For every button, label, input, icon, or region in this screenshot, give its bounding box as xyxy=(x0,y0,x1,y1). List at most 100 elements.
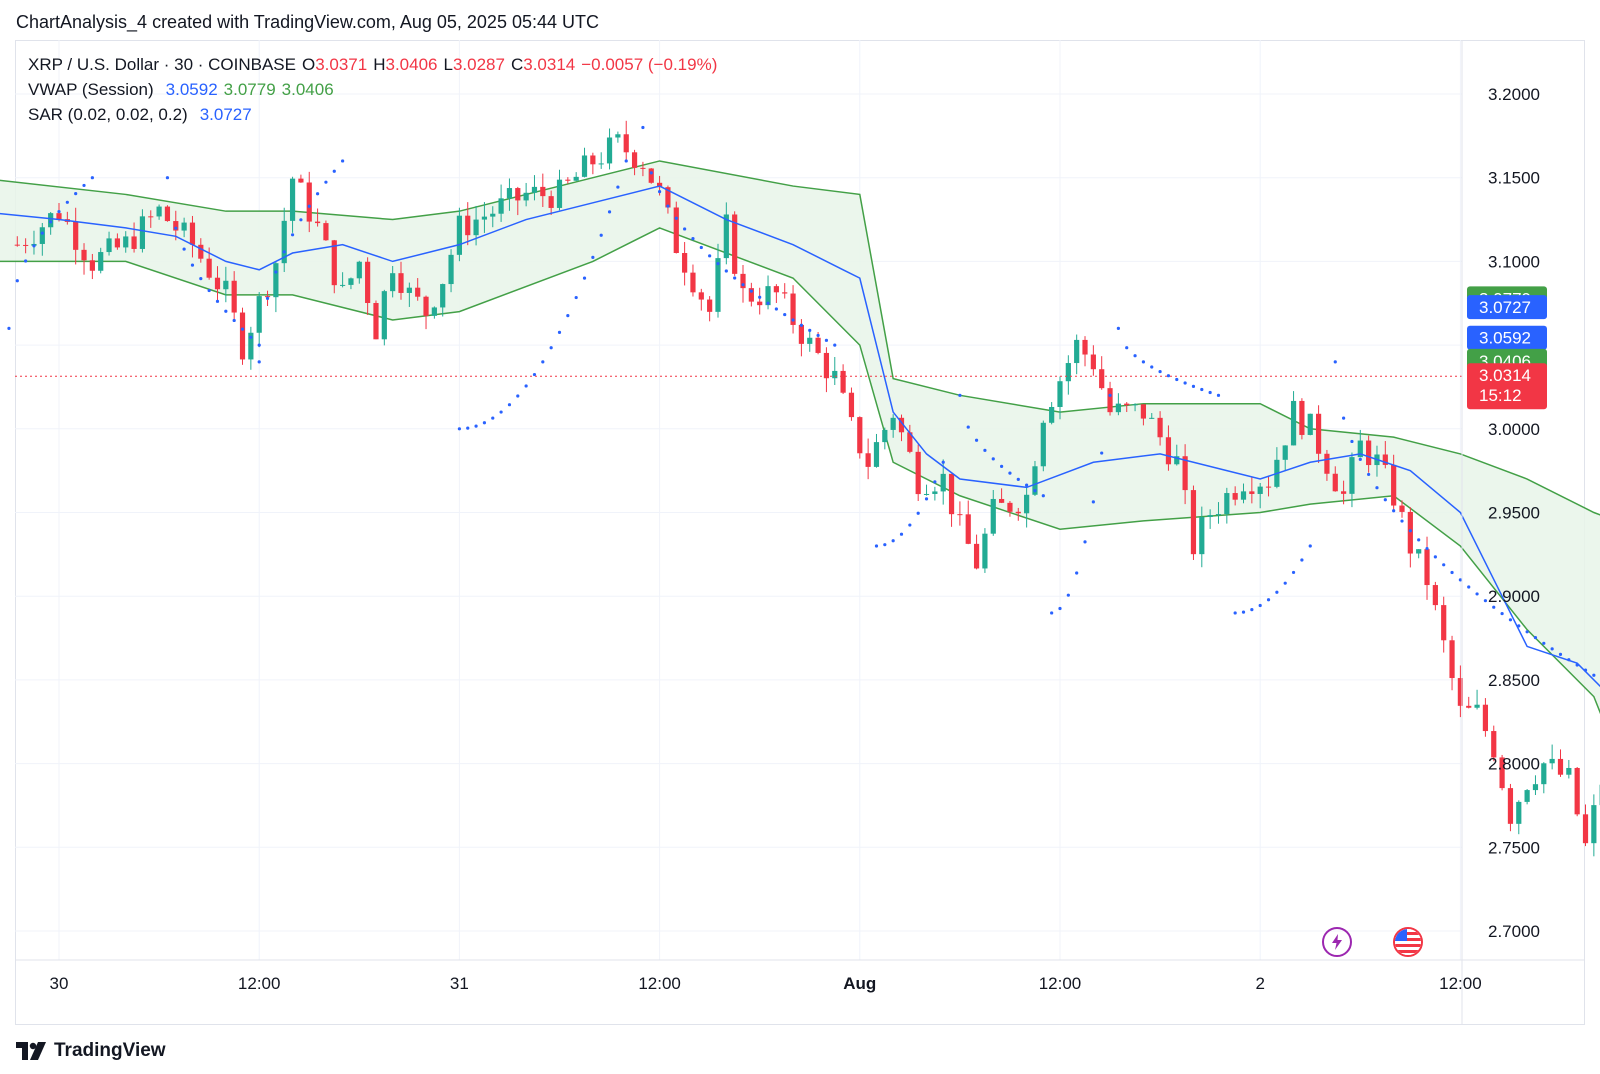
candle xyxy=(1566,759,1572,779)
sar-dot xyxy=(607,210,612,214)
sar-dot xyxy=(916,511,920,515)
chart-legend: XRP / U.S. Dollar · 30 · COINBASE O3.037… xyxy=(28,52,717,127)
candle-body xyxy=(139,216,146,249)
candle-body xyxy=(556,179,563,208)
sar-dot xyxy=(1342,416,1346,420)
candle-body xyxy=(1065,363,1071,382)
sar-dot xyxy=(549,346,553,350)
candle-body xyxy=(1441,605,1447,641)
candle xyxy=(14,236,20,247)
candle-body xyxy=(1491,731,1497,758)
footer-brand[interactable]: TradingView xyxy=(16,1040,166,1062)
candle-body xyxy=(1240,491,1247,500)
us-flag-icon[interactable] xyxy=(1393,927,1423,957)
candle xyxy=(1165,425,1172,471)
price-badge-bg xyxy=(1467,325,1547,350)
candle-body xyxy=(481,216,488,220)
candle xyxy=(314,208,321,227)
candle xyxy=(81,243,87,275)
sar-dot xyxy=(341,159,345,163)
candle-body xyxy=(1524,790,1530,802)
candle xyxy=(1341,480,1347,505)
sar-segment xyxy=(7,176,94,330)
candle-body xyxy=(999,498,1005,503)
candle xyxy=(782,283,788,299)
candle xyxy=(231,271,237,321)
sar-dot xyxy=(1200,387,1204,392)
parabolic-sar xyxy=(7,125,1596,677)
sar-dot xyxy=(1025,483,1029,487)
sar-dot xyxy=(708,254,712,258)
candle xyxy=(506,178,513,211)
sar-dot xyxy=(199,277,203,281)
vwap-row[interactable]: VWAP (Session) 3.0592 3.0779 3.0406 xyxy=(28,77,717,102)
candle xyxy=(565,177,571,184)
sar-dot xyxy=(966,425,970,429)
candle-body xyxy=(1149,417,1155,419)
candle-body xyxy=(1466,705,1472,708)
candle xyxy=(223,266,229,303)
candle xyxy=(1582,804,1589,847)
candle-body xyxy=(314,221,321,224)
candle-body xyxy=(1457,678,1463,706)
sar-dot xyxy=(1533,636,1538,640)
candle-body xyxy=(81,249,87,261)
candle-body xyxy=(406,287,412,293)
candle xyxy=(957,501,963,526)
candle-body xyxy=(248,332,254,360)
candle xyxy=(556,169,563,211)
candle-body xyxy=(381,291,387,340)
candle-body xyxy=(865,453,871,467)
sar-dot xyxy=(691,237,695,241)
candle-body xyxy=(907,432,913,452)
sar-dot xyxy=(524,384,528,388)
sar-row[interactable]: SAR (0.02, 0.02, 0.2) 3.0727 xyxy=(28,102,717,127)
candle-body xyxy=(1207,515,1213,518)
sar-dot xyxy=(1250,608,1254,612)
candle-body xyxy=(331,240,337,286)
candle-body xyxy=(131,236,137,249)
sar-dot xyxy=(891,539,895,543)
lightning-glyph xyxy=(1332,934,1342,950)
candle-body xyxy=(223,280,229,290)
sar-dot xyxy=(599,233,603,237)
candle xyxy=(1541,762,1547,794)
sar-dot xyxy=(7,326,11,330)
candle-body xyxy=(948,473,955,515)
candle xyxy=(98,247,104,274)
candle xyxy=(682,242,688,286)
candle-body xyxy=(48,213,54,228)
time-tick-label: 12:00 xyxy=(638,974,681,993)
candle-body xyxy=(289,178,296,221)
candle-body xyxy=(456,215,462,255)
sar-dot xyxy=(82,183,86,188)
candle xyxy=(623,120,629,161)
candle-body xyxy=(1165,437,1172,465)
candle-body xyxy=(423,296,429,316)
sar-dot xyxy=(532,372,537,377)
candle xyxy=(398,261,404,300)
candle-body xyxy=(39,227,45,244)
candle-body xyxy=(1032,466,1038,495)
sar-dot xyxy=(24,259,28,263)
flash-icon[interactable] xyxy=(1322,927,1352,957)
sar-dot xyxy=(1075,571,1079,575)
candle xyxy=(915,444,921,501)
candle-body xyxy=(1190,490,1197,555)
candle-body xyxy=(590,155,596,165)
sar-dot xyxy=(566,314,570,318)
candle-body xyxy=(1157,417,1163,438)
symbol-label[interactable]: XRP / U.S. Dollar · 30 · COINBASE xyxy=(28,55,296,74)
sar-dot xyxy=(57,210,61,214)
candle xyxy=(1482,698,1489,737)
candle xyxy=(882,427,888,450)
candle-body xyxy=(648,168,654,183)
sar-dot xyxy=(1417,538,1421,542)
candle-body xyxy=(1132,404,1138,406)
candle-body xyxy=(231,280,237,313)
candle xyxy=(1007,501,1013,517)
sar-dot xyxy=(1425,546,1429,551)
candle xyxy=(406,282,412,307)
candle xyxy=(148,210,154,228)
